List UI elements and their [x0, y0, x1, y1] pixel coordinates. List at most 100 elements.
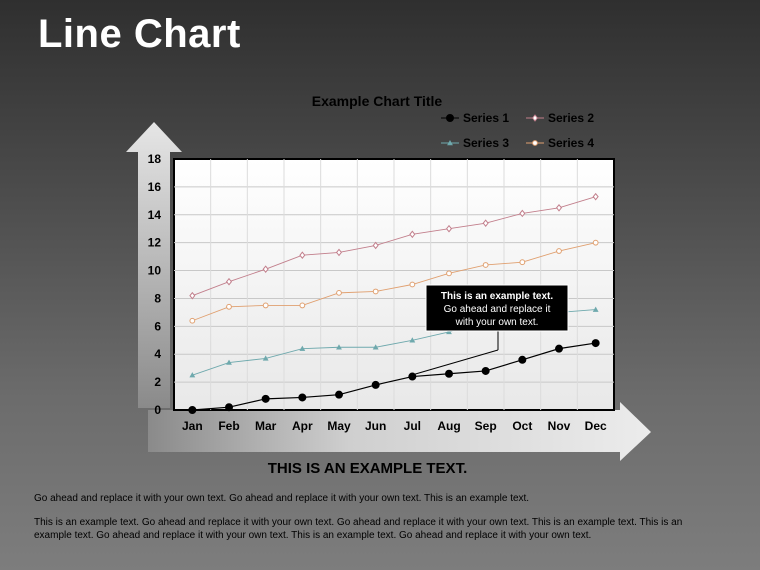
series-3-point [336, 344, 342, 350]
y-tick-label: 2 [154, 375, 161, 389]
series-2-point [482, 219, 489, 227]
series-4 [189, 239, 599, 324]
series-3-point [592, 306, 599, 312]
series-1-point [591, 339, 600, 348]
y-tick-labels: 0 2 4 6 8 10 12 14 16 18 [148, 152, 162, 417]
legend-label: Series 4 [548, 136, 594, 150]
series-1-point [371, 380, 380, 389]
x-axis-arrow [148, 402, 651, 461]
x-tick-label: Jan [182, 419, 203, 433]
y-axis-arrow [126, 122, 182, 408]
y-tick-label: 18 [148, 152, 162, 166]
callout: This is an example text. Go ahead and re… [411, 284, 569, 376]
series-3-point [189, 372, 196, 378]
series-4-point [519, 259, 526, 266]
series-4-point [262, 302, 269, 309]
series-1-point [555, 344, 563, 353]
series-2 [189, 192, 599, 300]
legend-marker [447, 139, 453, 146]
x-tick-label: Sep [475, 419, 497, 433]
x-tick-label: Feb [218, 419, 239, 433]
x-tick-labels: Jan Feb Mar Apr May Jun Jul Aug Sep Oct Nov Dec [182, 419, 607, 433]
series-4-line [192, 242, 596, 322]
paragraph-2: This is an example text. Go ahead and re… [34, 517, 683, 541]
legend-marker [531, 114, 539, 122]
series-4-point [556, 248, 562, 254]
line-chart: 0 2 4 6 8 10 12 14 16 18 Jan Feb Mar Apr May Jun Jul Aug… [126, 93, 651, 461]
series-3-point [262, 355, 269, 361]
x-tick-label: Jul [404, 419, 421, 433]
y-tick-label: 10 [148, 264, 162, 278]
paragraph-1: Go ahead and replace it with your own te… [34, 493, 530, 504]
callout-line-2: Go ahead and replace it [444, 304, 551, 315]
series-3-point [446, 328, 452, 335]
series-lines [188, 192, 600, 414]
legend-item-series-1: Series 1 [441, 111, 509, 125]
series-1-point [445, 369, 453, 378]
series-2-point [555, 204, 563, 212]
y-tick-label: 14 [148, 208, 162, 222]
series-3-point [226, 359, 232, 365]
legend-item-series-4: Series 4 [526, 136, 594, 150]
series-4-point [592, 239, 599, 246]
legend-label: Series 3 [463, 136, 509, 150]
series-1-point [518, 355, 527, 364]
series-3-point [299, 345, 306, 351]
x-tick-label: Aug [437, 419, 460, 433]
series-4-point [336, 289, 342, 296]
slide-title: Line Chart [38, 12, 241, 56]
legend-marker [532, 140, 538, 146]
series-2-point [225, 277, 233, 286]
series-4-point [482, 262, 489, 268]
x-tick-label: May [327, 419, 351, 433]
y-tick-label: 0 [154, 403, 161, 417]
x-tick-label: Oct [512, 419, 532, 433]
series-2-point [335, 248, 343, 257]
series-2-point [445, 224, 453, 233]
y-tick-label: 16 [148, 180, 162, 194]
callout-box [425, 284, 569, 332]
series-3-point [409, 337, 416, 343]
callout-line-3: with your own text. [455, 317, 539, 328]
series-2-point [372, 241, 379, 250]
y-tick-label: 6 [154, 319, 161, 333]
series-1-point [481, 366, 490, 375]
x-tick-label: Nov [548, 419, 571, 433]
x-tick-label: Dec [585, 419, 607, 433]
chart-title: Example Chart Title [312, 93, 443, 109]
legend-item-series-3: Series 3 [441, 136, 509, 150]
series-2-line [192, 196, 596, 297]
series-1-point [225, 403, 233, 412]
series-4-point [372, 288, 379, 295]
series-2-point [592, 192, 599, 201]
series-4-point [446, 270, 452, 277]
callout-line-1: This is an example text. [441, 291, 553, 302]
series-4-point [189, 317, 196, 324]
x-tick-label: Apr [292, 419, 313, 433]
subheading: THIS IS AN EXAMPLE TEXT. [267, 460, 468, 477]
y-tick-label: 4 [154, 347, 161, 361]
legend-label: Series 2 [548, 111, 594, 125]
series-1-point [188, 406, 197, 414]
callout-pointer-diagonal [411, 349, 499, 376]
series-4-point [299, 302, 306, 309]
series-1-line [192, 342, 596, 411]
legend: Series 1 Series 2 Series 3 Series 4 [441, 111, 594, 150]
y-tick-label: 12 [148, 236, 162, 250]
series-2-point [299, 251, 306, 260]
legend-label: Series 1 [463, 111, 509, 125]
series-4-point [226, 303, 232, 310]
x-tick-label: Jun [365, 419, 386, 433]
series-3-point [372, 344, 379, 350]
legend-item-series-2: Series 2 [526, 111, 594, 125]
series-1-point [261, 394, 270, 403]
y-tick-label: 8 [154, 291, 161, 305]
series-1-point [335, 390, 343, 399]
series-4-point [409, 281, 416, 288]
x-tick-label: Mar [255, 419, 277, 433]
series-2-point [189, 291, 196, 300]
series-2-point [519, 209, 526, 218]
series-2-point [409, 230, 416, 239]
series-2-point [262, 265, 269, 273]
series-1 [188, 339, 600, 414]
